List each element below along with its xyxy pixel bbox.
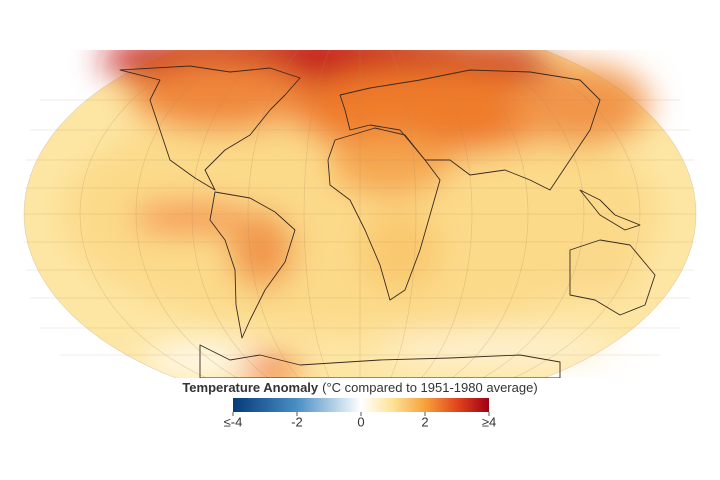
colorbar-tick-label: 2 [421, 414, 428, 429]
colorbar [233, 398, 489, 412]
legend-title-bold: Temperature Anomaly [182, 380, 319, 395]
colorbar-tick-label: 0 [357, 414, 364, 429]
colorbar-tick-label: -2 [291, 414, 303, 429]
legend-title: Temperature Anomaly (°C compared to 1951-… [182, 380, 537, 395]
legend-subtitle: (°C compared to 1951-1980 average) [322, 380, 538, 395]
colorbar-tick-label: ≥4 [482, 414, 496, 429]
colorbar-tick-label: ≤-4 [224, 414, 243, 429]
map [23, 50, 697, 378]
